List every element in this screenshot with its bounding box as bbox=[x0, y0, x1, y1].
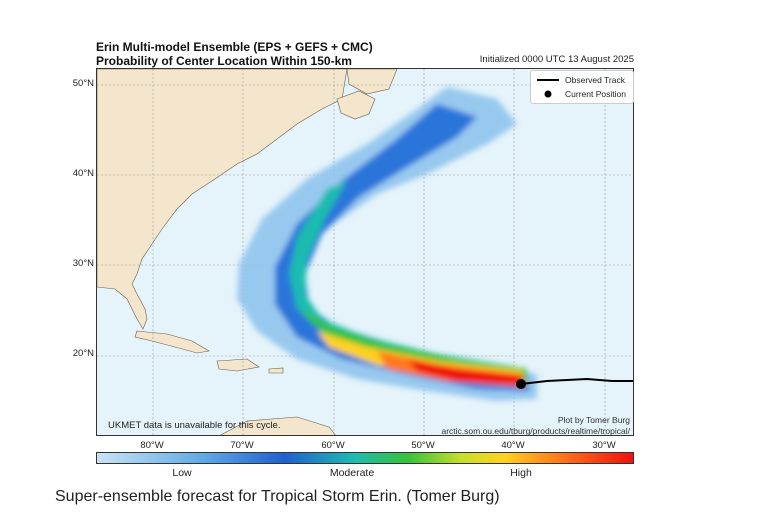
north-america-land bbox=[97, 69, 348, 330]
colorbar-moderate-label: Moderate bbox=[329, 467, 375, 479]
legend-current-position-label: Current Position bbox=[565, 89, 626, 99]
observed-track-line bbox=[520, 377, 633, 385]
map-legend: Observed Track Current Position bbox=[530, 70, 634, 104]
title-line-1: Erin Multi-model Ensemble (EPS + GEFS + … bbox=[96, 40, 373, 54]
credit-author: Plot by Tomer Burg bbox=[557, 415, 630, 425]
newfoundland-land bbox=[336, 90, 376, 120]
lon-tick-70: 70°W bbox=[230, 440, 254, 451]
probability-swath bbox=[237, 87, 537, 401]
credit-url: arctic.som.ou.edu/tburg/products/realtim… bbox=[441, 426, 630, 436]
track-line-icon bbox=[537, 79, 559, 81]
probability-colorbar bbox=[96, 452, 634, 464]
swath-low-mid bbox=[275, 104, 529, 391]
lat-tick-50: 50°N bbox=[72, 78, 94, 89]
position-dot-icon bbox=[544, 90, 552, 98]
ukmet-note: UKMET data is unavailable for this cycle… bbox=[108, 420, 281, 431]
lon-tick-60: 60°W bbox=[321, 440, 345, 451]
puerto-rico-land bbox=[268, 367, 284, 374]
current-position-marker bbox=[516, 379, 526, 389]
lat-tick-30: 30°N bbox=[72, 258, 94, 269]
map-canvas bbox=[97, 69, 633, 435]
lon-tick-80: 80°W bbox=[140, 440, 164, 451]
south-america-land bbox=[220, 416, 336, 435]
title-line-2: Probability of Center Location Within 15… bbox=[96, 54, 352, 68]
initialized-time: Initialized 0000 UTC 13 August 2025 bbox=[479, 54, 634, 65]
forecast-map bbox=[96, 68, 634, 436]
lon-tick-40: 40°W bbox=[501, 440, 525, 451]
lon-tick-30: 30°W bbox=[592, 440, 616, 451]
cuba-land bbox=[134, 330, 210, 354]
swath-very-high bbox=[407, 359, 525, 385]
colorbar-high-label: High bbox=[510, 467, 532, 479]
figure-caption: Super-ensemble forecast for Tropical Sto… bbox=[55, 488, 500, 505]
legend-observed-track-label: Observed Track bbox=[565, 75, 625, 85]
legend-observed-track: Observed Track bbox=[537, 74, 625, 86]
map-title: Erin Multi-model Ensemble (EPS + GEFS + … bbox=[96, 40, 373, 68]
lon-tick-50: 50°W bbox=[411, 440, 435, 451]
lat-tick-40: 40°N bbox=[72, 168, 94, 179]
legend-current-position: Current Position bbox=[537, 88, 626, 100]
lat-tick-20: 20°N bbox=[72, 348, 94, 359]
greenland-land bbox=[346, 69, 398, 95]
hispaniola-land bbox=[216, 358, 260, 372]
colorbar-low-label: Low bbox=[172, 467, 192, 479]
credit-note: Plot by Tomer Burg arctic.som.ou.edu/tbu… bbox=[441, 415, 630, 437]
